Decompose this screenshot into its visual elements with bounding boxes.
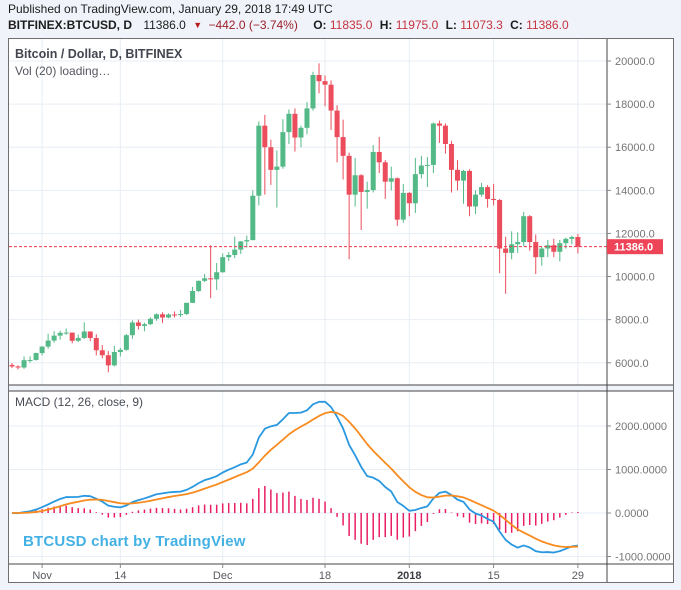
macd-axis-labels: 2000.0000 1000.0000 0.0000 -1000.0000: [607, 421, 671, 564]
svg-text:29: 29: [572, 570, 584, 582]
low-label: L:: [445, 18, 457, 32]
svg-text:11386.0: 11386.0: [614, 242, 653, 254]
volume-indicator-status: Vol (20) loading…: [15, 64, 111, 78]
svg-text:1000.0000: 1000.0000: [615, 465, 667, 477]
price-pane-title: Bitcoin / Dollar, D, BITFINEX: [15, 47, 183, 61]
close-label: C:: [510, 18, 523, 32]
time-axis-labels: Nov 14 Dec 18 2018 15 29: [32, 564, 584, 582]
chart-frame: 20000.0 18000.0 16000.0 14000.0 12000.0 10000…: [8, 38, 674, 583]
svg-text:18000.0: 18000.0: [615, 99, 655, 111]
candles: [9, 63, 581, 373]
symbol-text: BITFINEX:BTCUSD, D: [8, 18, 132, 32]
open-value: 11835.0: [329, 18, 373, 32]
macd-line: [11, 400, 578, 554]
macd-pane-title: MACD (12, 26, close, 9): [15, 395, 144, 409]
svg-text:2000.0000: 2000.0000: [615, 421, 667, 433]
published-line: Published on TradingView.com, January 29…: [8, 2, 333, 16]
svg-text:8000.0: 8000.0: [615, 315, 649, 327]
svg-text:6000.0: 6000.0: [615, 358, 649, 370]
signal-line: [11, 411, 578, 548]
svg-text:14000.0: 14000.0: [615, 185, 655, 197]
svg-text:16000.0: 16000.0: [615, 142, 655, 154]
svg-text:14: 14: [114, 570, 126, 582]
svg-text:-1000.0000: -1000.0000: [615, 552, 671, 564]
svg-text:Dec: Dec: [213, 570, 233, 582]
low-value: 11073.3: [460, 18, 503, 32]
ticker-status-line: BITFINEX:BTCUSD, D 11386.0 ▼ −442.0 (−3.…: [8, 18, 569, 32]
pane-borders: [9, 39, 673, 582]
open-label: O:: [313, 18, 327, 32]
svg-text:18: 18: [319, 570, 331, 582]
svg-text:Nov: Nov: [32, 570, 52, 582]
last-price-label[interactable]: 11386.0: [607, 239, 663, 255]
close-value: 11386.0: [526, 18, 569, 32]
svg-text:12000.0: 12000.0: [615, 228, 655, 240]
last-price-value: 11386.0: [143, 18, 186, 32]
svg-text:10000.0: 10000.0: [615, 272, 655, 284]
svg-text:20000.0: 20000.0: [615, 56, 655, 68]
price-axis-labels: 20000.0 18000.0 16000.0 14000.0 12000.0 10000…: [607, 56, 655, 370]
high-label: H:: [379, 18, 393, 32]
svg-text:0.0000: 0.0000: [615, 508, 649, 520]
chart-canvas[interactable]: 20000.0 18000.0 16000.0 14000.0 12000.0 10000…: [9, 39, 673, 582]
macd-lines: [11, 400, 578, 554]
tradingview-watermark-link[interactable]: BTCUSD chart by TradingView: [23, 533, 246, 550]
high-value: 11975.0: [395, 18, 439, 32]
svg-text:15: 15: [487, 570, 499, 582]
macd-histogram: [17, 486, 579, 545]
down-triangle-icon: ▼: [193, 20, 203, 30]
svg-text:2018: 2018: [397, 570, 421, 582]
change-value: −442.0 (−3.74%): [208, 18, 298, 32]
